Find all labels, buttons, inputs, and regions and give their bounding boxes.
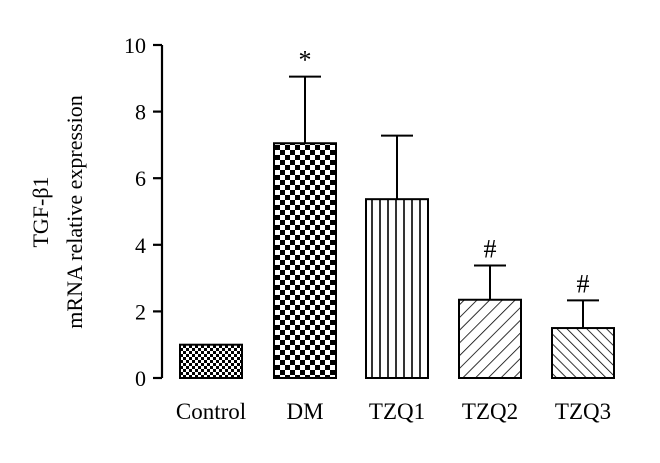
bar-dm bbox=[273, 142, 337, 379]
bar-tzq1 bbox=[365, 198, 429, 379]
y-tick-label: 4 bbox=[135, 233, 146, 258]
x-tick-label-dm: DM bbox=[286, 399, 323, 424]
annotation-tzq3: # bbox=[577, 269, 590, 298]
y-tick-label: 2 bbox=[135, 299, 146, 324]
y-tick-label: 10 bbox=[124, 33, 146, 58]
annotation-tzq2: # bbox=[484, 234, 497, 263]
x-tick-label-tzq3: TZQ3 bbox=[555, 399, 611, 424]
x-tick-label-control: Control bbox=[176, 399, 246, 424]
annotations-group: * # # bbox=[299, 46, 590, 299]
x-axis: Control DM TZQ1 TZQ2 TZQ3 bbox=[176, 399, 611, 424]
y-axis-title-line2: mRNA relative expression bbox=[62, 95, 87, 328]
bar-control bbox=[179, 343, 243, 380]
y-tick-label: 8 bbox=[135, 100, 146, 125]
y-tick-label: 6 bbox=[135, 166, 146, 191]
y-tick-label: 0 bbox=[135, 366, 146, 391]
bars-group bbox=[179, 142, 615, 380]
x-tick-label-tzq1: TZQ1 bbox=[369, 399, 425, 424]
error-bars-group bbox=[289, 75, 599, 329]
bar-tzq2 bbox=[458, 298, 522, 379]
y-axis-title-line1: TGF-β1 bbox=[28, 176, 53, 247]
bar-tzq3 bbox=[551, 327, 615, 379]
annotation-dm: * bbox=[299, 46, 312, 75]
y-axis: 0 2 4 6 8 10 bbox=[124, 33, 164, 391]
x-tick-label-tzq2: TZQ2 bbox=[462, 399, 518, 424]
